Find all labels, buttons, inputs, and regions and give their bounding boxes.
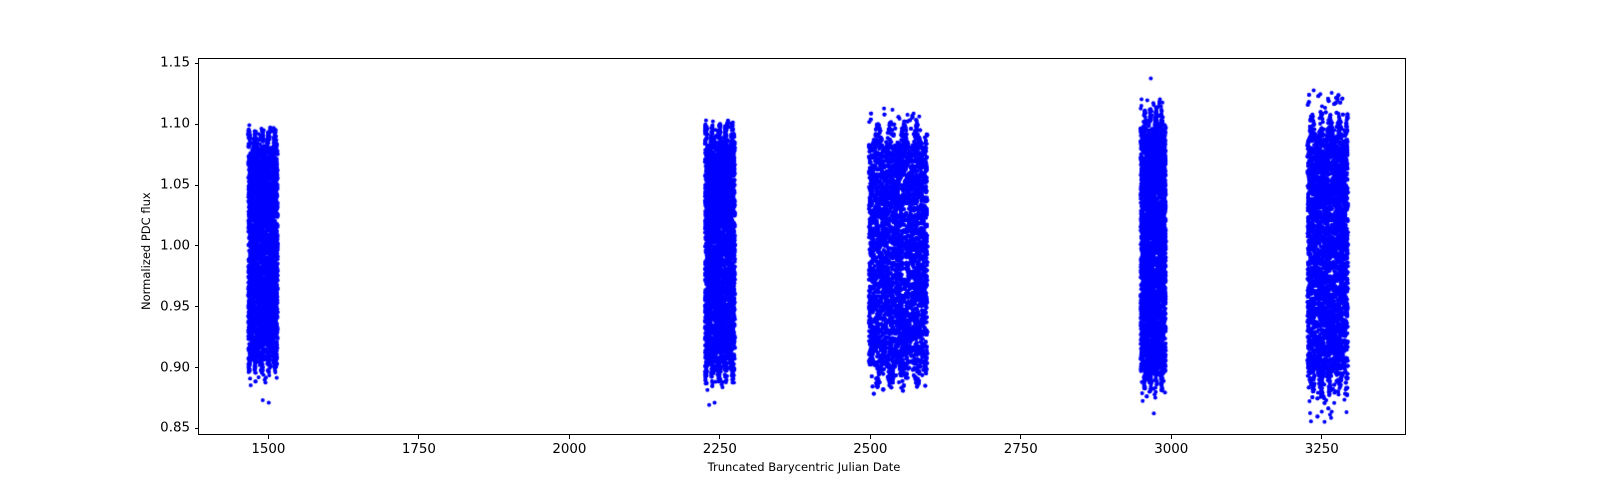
- x-axis-label: Truncated Barycentric Julian Date: [0, 460, 1600, 474]
- y-tick-label: 1.10: [160, 116, 190, 132]
- x-tick-label: 2750: [1003, 442, 1038, 457]
- y-tick-label: 1.05: [160, 177, 190, 193]
- scatter-plot-area: [199, 59, 1405, 434]
- y-tick-label: 1.00: [160, 238, 190, 254]
- y-tick-mark: [194, 427, 198, 429]
- x-tick-mark: [1020, 435, 1022, 439]
- y-tick-mark: [194, 306, 198, 308]
- y-tick-mark: [194, 123, 198, 125]
- y-tick-label: 0.95: [160, 299, 190, 315]
- x-tick-mark: [719, 435, 721, 439]
- y-tick-mark: [194, 367, 198, 369]
- x-tick-mark: [1170, 435, 1172, 439]
- plot-axes: [198, 58, 1406, 435]
- x-tick-label: 3250: [1304, 442, 1339, 457]
- x-tick-mark: [418, 435, 420, 439]
- x-tick-label: 2250: [702, 442, 737, 457]
- x-tick-label: 1750: [401, 442, 436, 457]
- y-tick-label: 0.90: [160, 360, 190, 375]
- y-tick-mark: [194, 184, 198, 186]
- x-tick-mark: [1321, 435, 1323, 439]
- y-tick-label: 0.85: [160, 420, 190, 436]
- y-axis-label: Normalized PDC flux: [139, 192, 153, 310]
- x-tick-mark: [869, 435, 871, 439]
- x-tick-label: 2000: [552, 442, 587, 457]
- x-tick-label: 3000: [1154, 442, 1189, 457]
- x-tick-mark: [568, 435, 570, 439]
- x-axis-label-text: Truncated Barycentric Julian Date: [707, 460, 901, 474]
- x-tick-label: 1500: [251, 442, 286, 457]
- y-tick-mark: [194, 62, 198, 65]
- x-tick-label: 2500: [853, 442, 888, 457]
- y-tick-mark: [194, 245, 198, 247]
- y-tick-label: 1.15: [160, 55, 190, 71]
- x-tick-mark: [267, 435, 269, 439]
